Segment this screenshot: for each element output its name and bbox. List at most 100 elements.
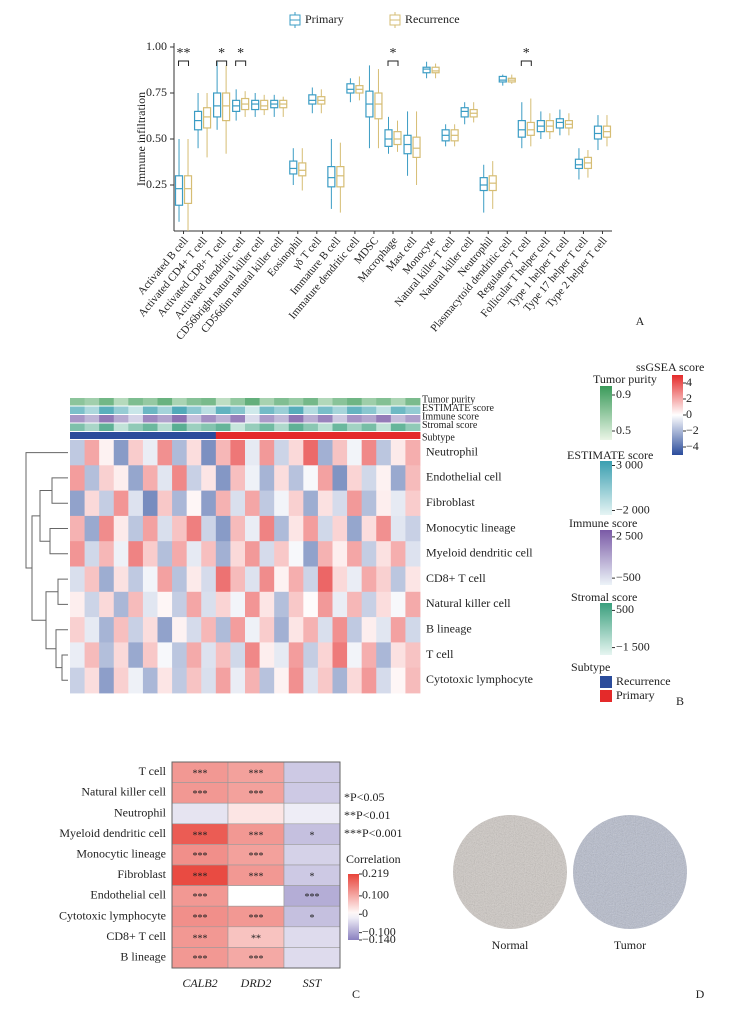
heatmap-cell [376,642,392,669]
heatmap-cell [361,440,377,466]
heatmap-cell [376,515,392,542]
row-label: Neutrophil [426,444,479,458]
heatmap-cell [303,515,319,542]
heatmap-cell [332,617,348,643]
heatmap-cell [332,440,348,466]
row-label: Natural killer cell [81,785,166,799]
heatmap-cell [332,566,348,593]
annotation-label: Immune score [422,411,479,422]
heatmap-cell [405,541,421,567]
heatmap-cell [172,515,188,542]
heatmap-cell [172,541,188,567]
annotation-cell [288,415,304,423]
heatmap-cell [128,440,144,466]
heatmap-cell [245,440,260,466]
heatmap-cell [274,465,290,491]
heatmap-cell [405,490,421,517]
heatmap-cell [390,617,406,643]
heatmap-cell [186,667,202,694]
annotation-cell [376,423,392,431]
heatmap-cell [230,440,246,466]
heatmap-cell [347,617,363,643]
heatmap-cell [186,490,202,517]
annotation-cell [405,415,421,423]
heatmap-cell [390,642,406,669]
heatmap-cell [186,515,202,542]
annotation-label: Subtype [422,432,455,443]
heatmap-cell [215,440,231,466]
heatmap-cell [113,465,129,491]
heatmap-cell [303,465,319,491]
row-label: CD8+ T cell [426,571,486,585]
annotation-cell [70,406,85,414]
annotation-label: Tumor purity [422,394,475,405]
legend-title: Tumor purity [593,372,657,386]
heatmap-cell [157,515,173,542]
annotation-cell [245,406,260,414]
annotation-cell [157,406,173,414]
column-label: SST [303,976,323,990]
heatmap-cell [288,667,304,694]
heatmap-cell [390,541,406,567]
box [308,94,317,105]
row-label: Natural killer cell [426,596,511,610]
annotation-cell [259,398,275,406]
annotation-cell [259,415,275,423]
heatmap-cell [128,591,144,618]
heatmap-cell [70,591,85,618]
legend-swatch [600,676,612,688]
heatmap-cell [113,642,129,669]
annotation-cell [201,415,217,423]
annotation-cell [128,423,144,431]
subtype-cell [70,432,85,439]
subtype-cell [259,432,275,439]
heatmap-cell [317,490,333,517]
colorbar-tick-label: 2 [686,391,692,405]
color-bar [348,874,359,940]
heatmap-cell [245,465,260,491]
heatmap-cell [201,541,217,567]
heatmap-cell [390,591,406,618]
box [260,99,269,111]
annotation-cell [332,423,348,431]
heatmap-cell [317,440,333,466]
heatmap-cell [361,667,377,694]
colorbar-tick-label: 0 [686,407,692,421]
heatmap-cell [227,802,285,825]
significance-label: *** [249,769,264,780]
box [422,66,431,74]
color-bar [600,530,612,585]
heatmap-cell [332,515,348,542]
significance-label: *** [193,954,208,965]
tissue-texture [573,815,687,929]
box [593,125,603,140]
heatmap-cell [70,465,85,491]
heatmap-cell [157,490,173,517]
significance-label: *** [193,872,208,883]
heatmap-cell [274,642,290,669]
heatmap-cell [376,541,392,567]
heatmap-cell [99,541,115,567]
heatmap-cell [157,591,173,618]
significance-label: ** [251,933,261,944]
legend-title: ssGSEA score [636,360,704,374]
annotation-cell [347,398,363,406]
heatmap-cell [245,515,260,542]
heatmap-cell [288,617,304,643]
heatmap-cell [245,642,260,669]
heatmap-cell [70,440,85,466]
heatmap-cell [70,541,85,567]
column-label: DRD2 [240,976,272,990]
annotation-cell [157,398,173,406]
heatmap-cell [128,490,144,517]
heatmap-cell [113,541,129,567]
heatmap-cell [332,591,348,618]
heatmap-cell [186,566,202,593]
annotation-cell [376,406,392,414]
heatmap-cell [84,515,100,542]
legend-label: Recurrence [405,12,460,26]
heatmap-cell [274,440,290,466]
heatmap-cell [128,667,144,694]
heatmap-cell [303,490,319,517]
heatmap-cell [142,440,158,466]
